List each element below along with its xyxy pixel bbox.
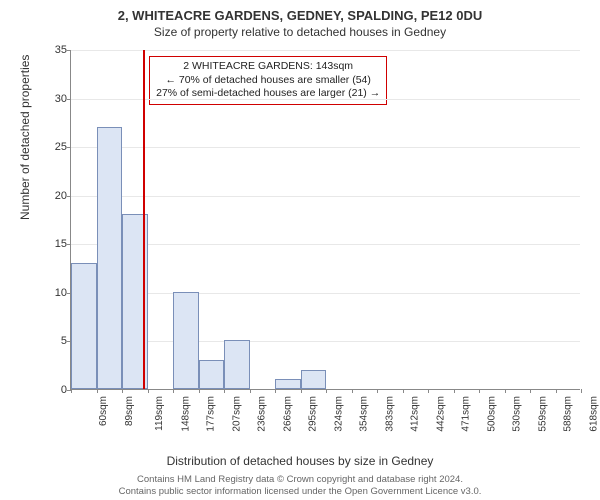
- xtick-label: 500sqm: [486, 396, 497, 432]
- ytick-label: 10: [43, 287, 67, 299]
- xtick-label: 60sqm: [98, 396, 109, 426]
- xtick-mark: [122, 389, 123, 393]
- y-axis-label: Number of detached properties: [18, 55, 32, 220]
- ytick-label: 5: [43, 335, 67, 347]
- xtick-label: 119sqm: [154, 396, 165, 431]
- xtick-mark: [581, 389, 582, 393]
- ytick-mark: [67, 99, 71, 100]
- histogram-bar: [301, 370, 327, 389]
- xtick-label: 354sqm: [359, 396, 370, 432]
- ytick-mark: [67, 50, 71, 51]
- gridline: [71, 196, 580, 197]
- histogram-bar: [71, 263, 97, 389]
- xtick-mark: [403, 389, 404, 393]
- xtick-mark: [275, 389, 276, 393]
- xtick-label: 412sqm: [410, 396, 421, 432]
- histogram-bar: [199, 360, 225, 389]
- xtick-label: 148sqm: [180, 396, 191, 432]
- xtick-mark: [428, 389, 429, 393]
- ytick-label: 25: [43, 141, 67, 153]
- xtick-label: 618sqm: [588, 396, 599, 432]
- ytick-label: 0: [43, 384, 67, 396]
- histogram-bar: [97, 127, 123, 389]
- ytick-mark: [67, 196, 71, 197]
- ytick-label: 30: [43, 93, 67, 105]
- xtick-mark: [224, 389, 225, 393]
- histogram-bar: [275, 379, 301, 389]
- footer: Contains HM Land Registry data © Crown c…: [0, 474, 600, 498]
- xtick-label: 177sqm: [206, 396, 217, 432]
- plot-region: 2 WHITEACRE GARDENS: 143sqm ← 70% of det…: [70, 50, 580, 390]
- xtick-label: 442sqm: [435, 396, 446, 432]
- page-subtitle: Size of property relative to detached ho…: [0, 23, 600, 43]
- xtick-mark: [71, 389, 72, 393]
- xtick-label: 207sqm: [231, 396, 242, 432]
- ytick-label: 35: [43, 44, 67, 56]
- ytick-label: 15: [43, 238, 67, 250]
- xtick-label: 89sqm: [124, 396, 135, 426]
- gridline: [71, 50, 580, 51]
- xtick-label: 236sqm: [257, 396, 268, 432]
- ytick-mark: [67, 147, 71, 148]
- xtick-label: 471sqm: [461, 396, 472, 432]
- gridline: [71, 99, 580, 100]
- footer-line2: Contains public sector information licen…: [0, 486, 600, 498]
- xtick-mark: [250, 389, 251, 393]
- gridline: [71, 147, 580, 148]
- xtick-label: 588sqm: [563, 396, 574, 432]
- annotation-line2: ← 70% of detached houses are smaller (54…: [156, 74, 380, 88]
- xtick-mark: [352, 389, 353, 393]
- xtick-mark: [505, 389, 506, 393]
- annotation-line1: 2 WHITEACRE GARDENS: 143sqm: [156, 60, 380, 74]
- xtick-label: 266sqm: [282, 396, 293, 432]
- xtick-label: 383sqm: [384, 396, 395, 432]
- xtick-label: 324sqm: [333, 396, 344, 432]
- xtick-mark: [479, 389, 480, 393]
- xtick-label: 295sqm: [308, 396, 319, 432]
- xtick-mark: [326, 389, 327, 393]
- xtick-mark: [556, 389, 557, 393]
- xtick-label: 559sqm: [537, 396, 548, 432]
- xtick-mark: [97, 389, 98, 393]
- marker-line: [143, 50, 145, 389]
- page-title: 2, WHITEACRE GARDENS, GEDNEY, SPALDING, …: [0, 0, 600, 23]
- xtick-label: 530sqm: [512, 396, 523, 432]
- xtick-mark: [199, 389, 200, 393]
- ytick-mark: [67, 244, 71, 245]
- ytick-label: 20: [43, 190, 67, 202]
- xtick-mark: [377, 389, 378, 393]
- xtick-mark: [148, 389, 149, 393]
- xtick-mark: [530, 389, 531, 393]
- footer-line1: Contains HM Land Registry data © Crown c…: [0, 474, 600, 486]
- xtick-mark: [301, 389, 302, 393]
- xtick-mark: [454, 389, 455, 393]
- x-axis-label: Distribution of detached houses by size …: [0, 454, 600, 468]
- histogram-bar: [173, 292, 199, 389]
- xtick-mark: [173, 389, 174, 393]
- histogram-bar: [224, 340, 250, 389]
- chart-area: 2 WHITEACRE GARDENS: 143sqm ← 70% of det…: [50, 50, 580, 420]
